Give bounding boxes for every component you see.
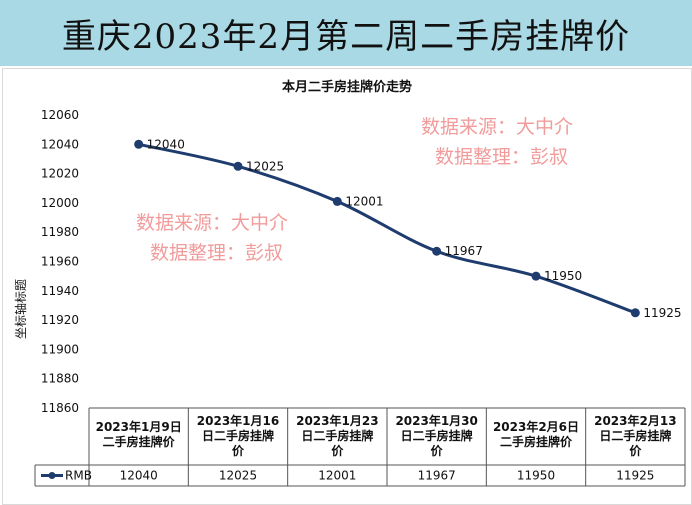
data-label: 12001 bbox=[345, 194, 383, 208]
y-tick-label: 11880 bbox=[41, 372, 79, 386]
category-label: 日二手房挂牌 bbox=[202, 428, 274, 443]
legend-label: RMB bbox=[65, 469, 92, 483]
category-label: 价 bbox=[232, 444, 245, 458]
y-tick-label: 11900 bbox=[41, 342, 79, 356]
category-label: 价 bbox=[629, 444, 642, 458]
y-tick-label: 11920 bbox=[41, 313, 79, 327]
legend-marker-key bbox=[48, 472, 56, 479]
category-label: 2023年1月9日 bbox=[96, 419, 182, 434]
data-point bbox=[630, 308, 640, 318]
category-label: 2023年2月13 bbox=[594, 413, 676, 428]
data-point bbox=[134, 139, 144, 149]
data-labels: 12040 12025 12001 11967 11950 11925 bbox=[147, 137, 682, 319]
data-table: 2023年1月9日二手房挂牌价2023年1月16日二手房挂牌价2023年1月23… bbox=[34, 407, 686, 487]
category-label: 二手房挂牌价 bbox=[103, 434, 176, 449]
data-label: 11925 bbox=[643, 306, 681, 320]
data-point bbox=[531, 271, 541, 281]
data-label: 12025 bbox=[246, 159, 284, 173]
chart-area: 本月二手房挂牌价走势 坐标轴标题 12060 12040 12020 12000 119… bbox=[2, 68, 692, 505]
data-point bbox=[233, 161, 243, 171]
y-tick-label: 12000 bbox=[41, 196, 79, 210]
watermark-compiler: 数据整理：彭叔 bbox=[150, 242, 283, 264]
header-banner: 重庆2023年2月第二周二手房挂牌价 bbox=[0, 0, 692, 66]
data-label: 11950 bbox=[544, 269, 582, 283]
data-point bbox=[332, 196, 342, 206]
line-chart: 本月二手房挂牌价走势 坐标轴标题 12060 12040 12020 12000 119… bbox=[13, 79, 686, 487]
series-line bbox=[138, 142, 636, 315]
y-axis-label: 坐标轴标题 bbox=[13, 279, 28, 339]
y-tick-label: 12020 bbox=[41, 167, 79, 181]
watermark-compiler: 数据整理：彭叔 bbox=[435, 146, 568, 168]
table-value: 11967 bbox=[418, 469, 456, 483]
chart-title: 本月二手房挂牌价走势 bbox=[282, 79, 412, 95]
series-rmb bbox=[134, 139, 640, 318]
category-label: 日二手房挂牌 bbox=[301, 428, 373, 443]
watermark-source: 数据来源：大中介 bbox=[421, 116, 573, 138]
table-value: 12025 bbox=[219, 469, 257, 483]
category-label: 价 bbox=[431, 444, 444, 458]
y-tick-label: 11980 bbox=[41, 225, 79, 239]
data-point bbox=[432, 246, 442, 256]
category-label: 日二手房挂牌 bbox=[401, 428, 473, 443]
category-label: 2023年1月30 bbox=[395, 413, 477, 428]
y-tick-label: 12040 bbox=[41, 137, 79, 151]
category-label: 二手房挂牌价 bbox=[500, 434, 573, 449]
table-value: 12001 bbox=[318, 469, 356, 483]
y-axis-ticks: 12060 12040 12020 12000 11980 11960 11940 11920… bbox=[41, 108, 79, 415]
category-label: 价 bbox=[331, 444, 344, 458]
data-label: 11967 bbox=[445, 244, 483, 258]
category-label: 2023年1月23 bbox=[296, 413, 378, 428]
category-label: 日二手房挂牌 bbox=[599, 428, 671, 443]
table-value: 11950 bbox=[517, 469, 555, 483]
y-tick-label: 11940 bbox=[41, 284, 79, 298]
data-label: 12040 bbox=[147, 137, 185, 151]
y-tick-label: 11960 bbox=[41, 255, 79, 269]
category-label: 2023年1月16 bbox=[197, 413, 279, 428]
table-value: 11925 bbox=[616, 469, 654, 483]
watermark-source: 数据来源：大中介 bbox=[136, 212, 288, 234]
y-tick-label: 11860 bbox=[41, 401, 79, 415]
category-label: 2023年2月6日 bbox=[493, 419, 579, 434]
page-title: 重庆2023年2月第二周二手房挂牌价 bbox=[61, 16, 631, 57]
y-tick-label: 12060 bbox=[41, 108, 79, 122]
table-value: 12040 bbox=[120, 469, 158, 483]
